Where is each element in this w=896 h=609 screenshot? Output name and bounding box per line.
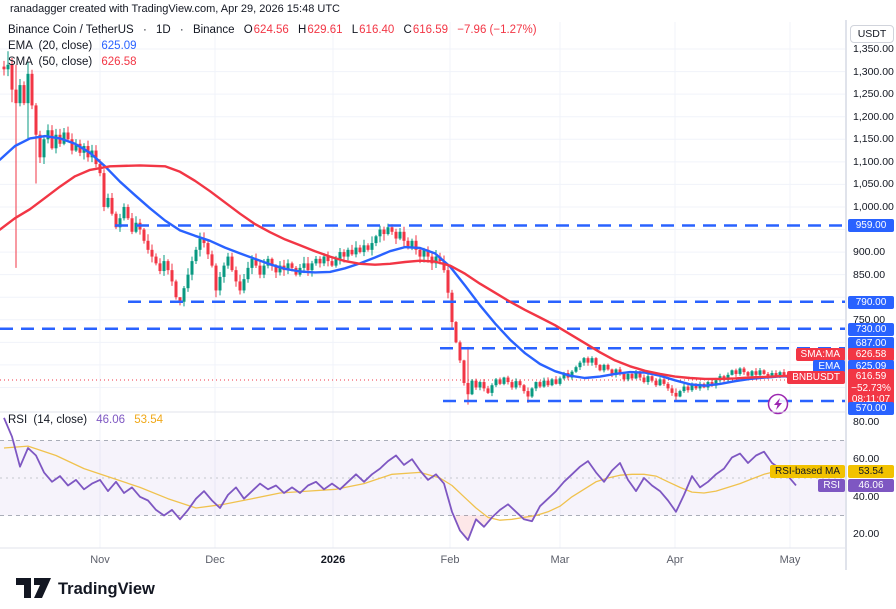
sma-legend[interactable]: SMA (50, close) 626.58 [8,56,137,68]
currency-toggle-button[interactable]: USDT [850,25,894,43]
ema-legend[interactable]: EMA (20, close) 625.09 [8,40,137,52]
ohlc-close-label: C [403,24,412,36]
rsi-panel[interactable] [0,417,845,541]
series-label-tag: SMA:MA [795,347,845,361]
price-scale-tag: 790.00 [848,295,894,309]
rsi-tick-label: 60.00 [853,453,880,466]
rsi-params: (14, close) [33,414,88,426]
price-scale-tag: 687.00 [848,336,894,350]
price-tick-label: 900.00 [853,246,886,259]
rsi-tick-label: 20.00 [853,528,880,541]
time-axis-label: Dec [205,554,225,566]
ohlc-close-value: 616.59 [412,24,449,36]
price-scale-tag: 46.06 [848,478,894,492]
series-label-tag: RSI [818,478,845,492]
attribution-bar: ranadagger created with TradingView.com,… [10,3,340,15]
sma-params: (50, close) [38,56,93,68]
ohlc-high-label: H [298,24,307,36]
ema-value: 625.09 [101,40,137,52]
time-axis-label: Feb [441,554,460,566]
price-scale-tag: 959.00 [848,218,894,232]
series-label-tag: BNBUSDT [787,370,845,384]
price-tick-label: 1,200.00 [853,110,894,123]
rsi-line[interactable] [3,417,797,541]
price-tick-label: 850.00 [853,268,886,281]
support-resistance-lines[interactable] [0,224,845,403]
time-axis[interactable]: Nov Dec 2026 Feb Mar Apr May [90,554,801,566]
ema-params: (20, close) [38,40,93,52]
ohlc-low-label: L [351,24,359,36]
price-scale-tag: 730.00 [848,322,894,336]
ema-line[interactable] [0,134,802,387]
rsi-tick-label: 40.00 [853,490,880,503]
price-scale-tag: 616.59 −52.73% 08:11:07 [848,369,894,408]
price-scale-tag: 53.54 [848,464,894,478]
price-scale-tag: 570.00 [848,401,894,415]
rsi-ma-value: 53.54 [134,414,164,426]
tradingview-logo-text: TradingView [58,580,155,598]
ema-name[interactable]: EMA [8,40,33,52]
time-axis-label: Apr [666,554,683,566]
price-tick-label: 1,150.00 [853,133,894,146]
time-axis-label: Mar [551,554,570,566]
legend-dot: · [179,24,184,36]
price-tick-label: 1,350.00 [853,43,894,55]
ohlc-low-value: 616.40 [359,24,395,36]
rsi-legend[interactable]: RSI (14, close) 46.06 53.54 [8,414,163,426]
tradingview-logo-icon [16,578,51,598]
rsi-tick-label: 80.00 [853,415,880,428]
price-scale-tag: 626.58 [848,347,894,361]
time-axis-label: May [780,554,801,566]
change-value: −7.96 (−1.27%) [457,24,537,36]
legend-dot: · [142,24,147,36]
ohlc-open-value: 624.56 [253,24,289,36]
rsi-name[interactable]: RSI [8,414,28,426]
price-tick-label: 1,000.00 [853,200,894,213]
exchange-label: Binance [192,24,235,36]
sma-name[interactable]: SMA [8,56,33,68]
interval-label[interactable]: 1D [155,24,171,36]
flash-event-icon[interactable] [767,393,789,415]
time-axis-label: Nov [90,554,110,566]
symbol-legend[interactable]: Binance Coin / TetherUS · 1D · Binance O… [8,24,537,36]
price-tick-label: 1,250.00 [853,88,894,101]
price-scale[interactable]: USDT 1,350.00 1,300.00 1,250.00 1,200.00 1,1… [846,20,896,570]
rsi-ma-line[interactable] [3,445,801,521]
tradingview-logo[interactable]: TradingView [14,572,184,604]
series-label-tag: EMA [813,359,845,373]
price-tick-label: 1,300.00 [853,65,894,78]
sma-value: 626.58 [101,56,137,68]
series-label-tag: RSI-based MA [769,464,845,478]
time-axis-label: 2026 [321,554,345,566]
price-panel[interactable] [0,51,845,405]
price-tick-label: 1,050.00 [853,178,894,191]
rsi-value: 46.06 [96,414,126,426]
candles[interactable] [2,51,802,405]
sma-line[interactable] [0,164,802,381]
price-tick-label: 1,100.00 [853,155,894,168]
ohlc-high-value: 629.61 [307,24,343,36]
ohlc-open-label: O [243,24,253,36]
symbol-title[interactable]: Binance Coin / TetherUS [8,24,134,36]
